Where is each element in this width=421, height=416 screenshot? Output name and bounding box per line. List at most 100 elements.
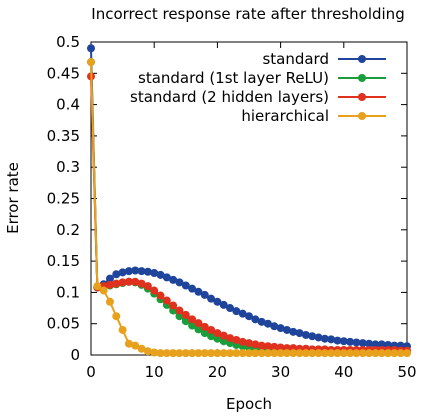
data-point xyxy=(314,333,323,342)
data-point xyxy=(200,290,209,299)
data-point xyxy=(245,349,253,358)
data-point xyxy=(282,349,291,358)
y-tick-label: 0.25 xyxy=(47,190,80,208)
data-point xyxy=(232,307,241,316)
data-point xyxy=(390,349,399,358)
data-point xyxy=(314,349,323,358)
data-point xyxy=(207,294,216,303)
data-point xyxy=(365,339,374,348)
data-point xyxy=(175,278,184,287)
legend-label: standard (2 hidden layers) xyxy=(130,88,329,106)
data-point xyxy=(352,338,361,347)
data-point xyxy=(181,349,190,358)
y-tick-label: 0 xyxy=(70,346,80,364)
data-point xyxy=(226,334,235,343)
data-point xyxy=(238,337,247,346)
x-tick-label: 40 xyxy=(334,363,353,381)
data-point xyxy=(226,304,235,313)
data-point xyxy=(263,342,272,351)
data-point xyxy=(251,349,260,358)
legend-label: standard (1st layer ReLU) xyxy=(138,69,329,87)
data-point xyxy=(365,349,374,358)
data-point xyxy=(150,286,159,295)
data-point xyxy=(162,296,171,305)
legend-marker xyxy=(358,112,366,120)
data-point xyxy=(358,339,367,348)
series-layer xyxy=(87,44,411,358)
y-tick-label: 0.2 xyxy=(56,221,80,239)
data-point xyxy=(131,277,140,286)
data-point xyxy=(226,349,235,358)
y-tick-label: 0.05 xyxy=(47,315,80,333)
data-point xyxy=(245,312,253,321)
data-point xyxy=(207,325,216,334)
x-tick-label: 10 xyxy=(145,363,164,381)
data-point xyxy=(270,342,279,351)
legend-entry: hierarchical xyxy=(241,107,386,125)
data-point xyxy=(213,329,222,338)
data-point xyxy=(137,279,146,288)
data-point xyxy=(295,329,304,338)
data-point xyxy=(181,310,190,319)
data-point xyxy=(238,349,247,358)
data-point xyxy=(301,330,310,339)
data-point xyxy=(232,335,241,344)
data-point xyxy=(207,332,216,341)
data-point xyxy=(181,281,190,290)
data-point xyxy=(219,337,228,346)
data-point xyxy=(257,349,266,358)
y-tick-label: 0.1 xyxy=(56,283,80,301)
x-tick-label: 50 xyxy=(397,363,416,381)
data-point xyxy=(384,349,393,358)
data-point xyxy=(200,322,209,331)
data-point xyxy=(156,349,165,358)
data-point xyxy=(346,349,355,358)
data-point xyxy=(245,339,253,348)
data-point xyxy=(143,282,152,291)
data-point xyxy=(327,335,336,344)
legend-marker xyxy=(358,93,366,101)
data-point xyxy=(257,317,266,326)
data-point xyxy=(213,297,222,306)
data-point xyxy=(219,349,228,358)
data-point xyxy=(105,274,114,283)
data-point xyxy=(169,301,178,310)
data-point xyxy=(131,266,140,275)
data-point xyxy=(352,349,361,358)
y-axis-label: Error rate xyxy=(4,162,22,234)
legend-entry: standard xyxy=(262,50,386,68)
data-point xyxy=(289,349,298,358)
data-point xyxy=(99,286,108,295)
data-point xyxy=(339,337,348,346)
data-point xyxy=(257,341,266,350)
data-point xyxy=(162,349,171,358)
legend-entry: standard (1st layer ReLU) xyxy=(138,69,386,87)
data-point xyxy=(169,349,178,358)
x-tick-label: 0 xyxy=(86,363,96,381)
data-point xyxy=(276,343,285,352)
data-point xyxy=(118,278,127,287)
data-point xyxy=(320,349,329,358)
legend-label: hierarchical xyxy=(241,107,329,125)
data-point xyxy=(295,349,304,358)
x-axis-label: Epoch xyxy=(226,395,272,413)
data-point xyxy=(213,349,222,358)
data-point xyxy=(270,322,279,331)
data-point xyxy=(301,349,310,358)
data-point xyxy=(188,321,197,330)
data-point xyxy=(200,329,209,338)
y-tick-label: 0.5 xyxy=(56,33,80,51)
data-point xyxy=(194,325,203,334)
data-point xyxy=(371,349,380,358)
data-point xyxy=(150,348,159,357)
data-point xyxy=(137,267,146,276)
data-point xyxy=(175,349,184,358)
data-point xyxy=(156,291,165,300)
data-point xyxy=(308,332,317,341)
data-point xyxy=(188,315,197,324)
data-point xyxy=(87,44,95,53)
data-point xyxy=(263,319,272,328)
x-tick-label: 20 xyxy=(208,363,227,381)
